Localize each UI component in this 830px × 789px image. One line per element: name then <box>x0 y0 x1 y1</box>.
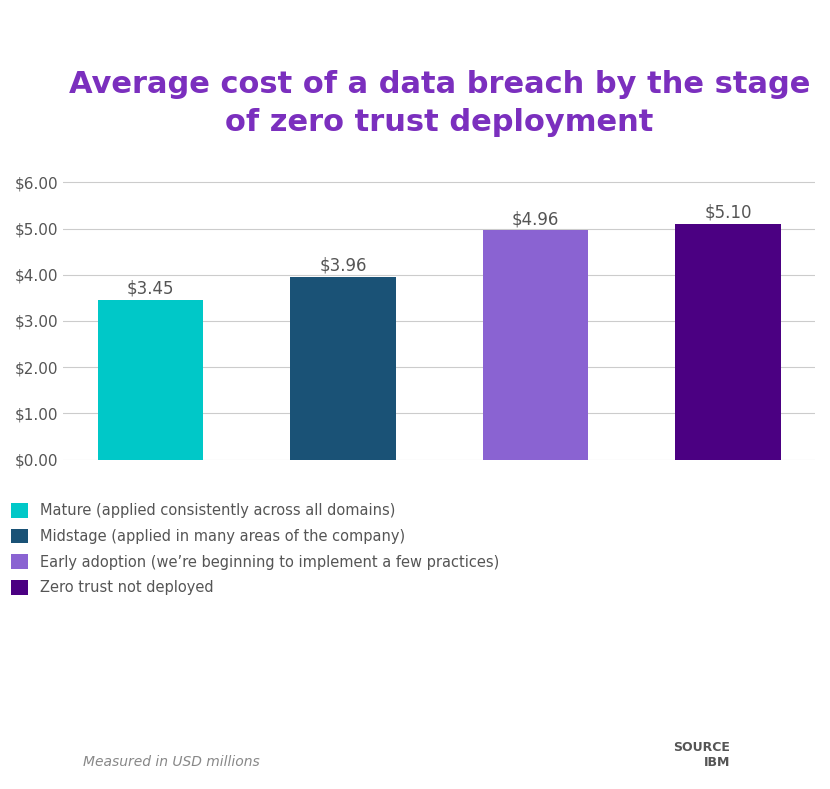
Bar <box>675 224 781 459</box>
Text: $3.45: $3.45 <box>127 280 174 297</box>
Bar <box>482 230 588 459</box>
Text: $5.10: $5.10 <box>704 204 752 222</box>
Text: SOURCE
IBM: SOURCE IBM <box>673 742 730 769</box>
Text: $3.96: $3.96 <box>320 256 367 275</box>
Text: $4.96: $4.96 <box>512 210 559 228</box>
Bar <box>290 277 396 459</box>
Bar <box>98 300 203 459</box>
Text: Measured in USD millions: Measured in USD millions <box>83 755 260 769</box>
Legend: Mature (applied consistently across all domains), Midstage (applied in many area: Mature (applied consistently across all … <box>11 503 499 595</box>
Title: Average cost of a data breach by the stage
of zero trust deployment: Average cost of a data breach by the sta… <box>69 70 810 137</box>
